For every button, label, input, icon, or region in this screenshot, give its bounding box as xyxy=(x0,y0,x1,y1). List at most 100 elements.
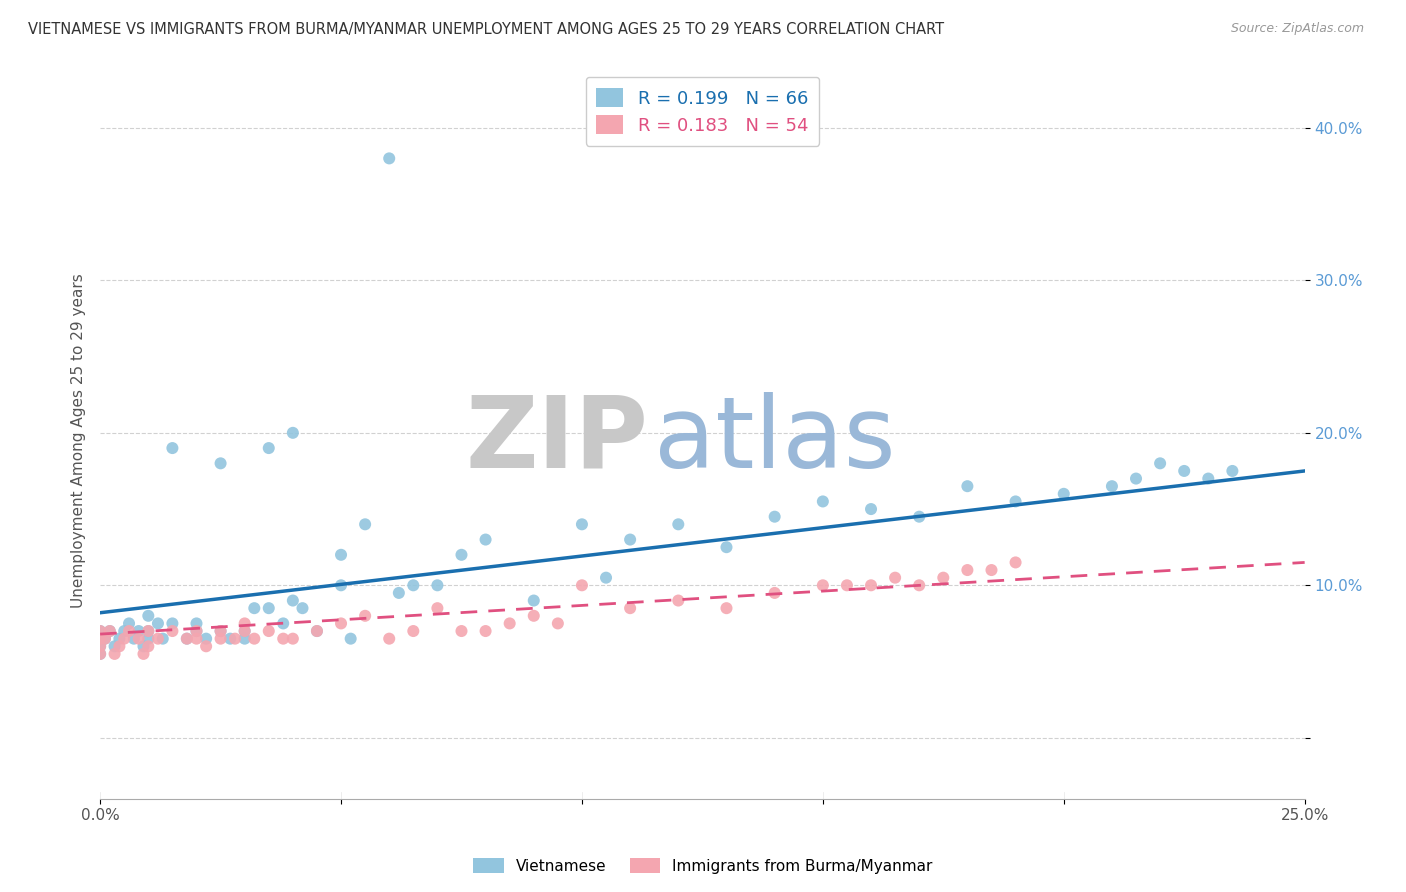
Point xyxy=(112,624,135,638)
Point xyxy=(619,601,641,615)
Point xyxy=(835,578,858,592)
Point xyxy=(209,632,232,646)
Point xyxy=(132,647,155,661)
Y-axis label: Unemployment Among Ages 25 to 29 years: Unemployment Among Ages 25 to 29 years xyxy=(72,273,86,607)
Point xyxy=(1053,487,1076,501)
Point xyxy=(547,616,569,631)
Point xyxy=(89,647,111,661)
Point xyxy=(233,632,256,646)
Point xyxy=(209,624,232,638)
Point xyxy=(388,586,411,600)
Point xyxy=(118,616,141,631)
Point xyxy=(136,640,159,654)
Point xyxy=(257,624,280,638)
Point xyxy=(956,479,979,493)
Text: Source: ZipAtlas.com: Source: ZipAtlas.com xyxy=(1230,22,1364,36)
Point xyxy=(195,632,218,646)
Point xyxy=(763,586,786,600)
Point xyxy=(402,578,425,592)
Point xyxy=(619,533,641,547)
Point xyxy=(94,632,117,646)
Point xyxy=(233,616,256,631)
Point xyxy=(1125,472,1147,486)
Point xyxy=(186,616,208,631)
Point xyxy=(330,578,353,592)
Point xyxy=(860,578,883,592)
Point xyxy=(128,624,150,638)
Legend: Vietnamese, Immigrants from Burma/Myanmar: Vietnamese, Immigrants from Burma/Myanma… xyxy=(467,852,939,880)
Point xyxy=(474,533,496,547)
Point xyxy=(132,640,155,654)
Point xyxy=(103,640,125,654)
Point xyxy=(378,152,401,166)
Point xyxy=(1173,464,1195,478)
Point xyxy=(571,517,593,532)
Point xyxy=(908,509,931,524)
Legend: R = 0.199   N = 66, R = 0.183   N = 54: R = 0.199 N = 66, R = 0.183 N = 54 xyxy=(585,77,820,145)
Point xyxy=(860,502,883,516)
Text: atlas: atlas xyxy=(654,392,896,489)
Point xyxy=(146,616,169,631)
Point xyxy=(595,571,617,585)
Point xyxy=(219,632,242,646)
Point xyxy=(354,608,377,623)
Text: ZIP: ZIP xyxy=(465,392,648,489)
Point xyxy=(94,632,117,646)
Point xyxy=(908,578,931,592)
Point xyxy=(271,632,294,646)
Point xyxy=(89,632,111,646)
Point xyxy=(450,548,472,562)
Point xyxy=(354,517,377,532)
Point xyxy=(186,624,208,638)
Point xyxy=(305,624,328,638)
Point xyxy=(523,608,546,623)
Point xyxy=(571,578,593,592)
Point xyxy=(89,640,111,654)
Point xyxy=(257,601,280,615)
Point xyxy=(330,548,353,562)
Point xyxy=(426,578,449,592)
Point xyxy=(136,624,159,638)
Point xyxy=(89,624,111,638)
Point xyxy=(243,601,266,615)
Point xyxy=(291,601,314,615)
Point xyxy=(89,647,111,661)
Text: VIETNAMESE VS IMMIGRANTS FROM BURMA/MYANMAR UNEMPLOYMENT AMONG AGES 25 TO 29 YEA: VIETNAMESE VS IMMIGRANTS FROM BURMA/MYAN… xyxy=(28,22,945,37)
Point xyxy=(122,632,145,646)
Point xyxy=(146,632,169,646)
Point xyxy=(98,624,121,638)
Point xyxy=(108,640,131,654)
Point xyxy=(811,494,834,508)
Point xyxy=(152,632,174,646)
Point xyxy=(281,632,304,646)
Point xyxy=(330,616,353,631)
Point xyxy=(980,563,1002,577)
Point xyxy=(112,632,135,646)
Point xyxy=(186,632,208,646)
Point xyxy=(281,593,304,607)
Point xyxy=(666,517,689,532)
Point xyxy=(1004,556,1026,570)
Point xyxy=(128,632,150,646)
Point xyxy=(136,624,159,638)
Point xyxy=(378,632,401,646)
Point xyxy=(136,632,159,646)
Point xyxy=(103,647,125,661)
Point xyxy=(666,593,689,607)
Point xyxy=(233,624,256,638)
Point xyxy=(98,624,121,638)
Point xyxy=(1149,456,1171,470)
Point xyxy=(1101,479,1123,493)
Point xyxy=(243,632,266,646)
Point xyxy=(884,571,907,585)
Point xyxy=(1197,472,1219,486)
Point xyxy=(162,624,184,638)
Point xyxy=(89,640,111,654)
Point xyxy=(1222,464,1244,478)
Point xyxy=(523,593,546,607)
Point xyxy=(305,624,328,638)
Point xyxy=(1004,494,1026,508)
Point xyxy=(281,425,304,440)
Point xyxy=(89,632,111,646)
Point xyxy=(176,632,198,646)
